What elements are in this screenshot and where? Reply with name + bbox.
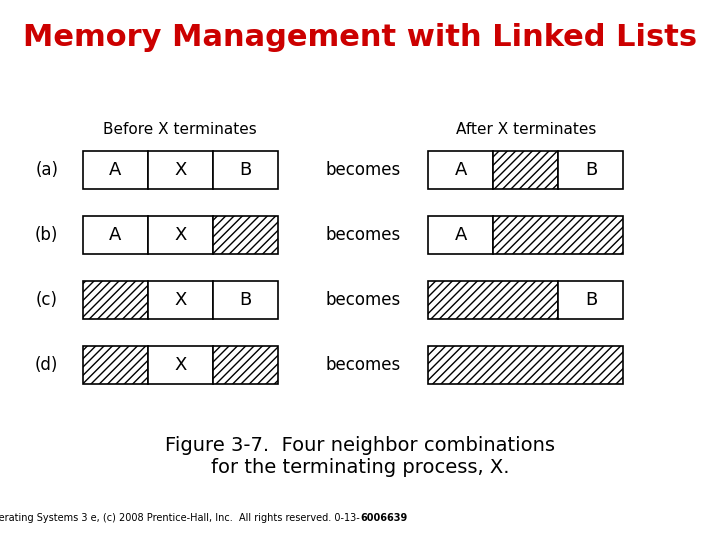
Text: After X terminates: After X terminates bbox=[456, 122, 596, 137]
Bar bbox=[148, 281, 213, 319]
Bar bbox=[493, 151, 559, 189]
Bar bbox=[213, 281, 278, 319]
Text: X: X bbox=[174, 355, 186, 374]
Bar bbox=[148, 151, 213, 189]
Text: becomes: becomes bbox=[326, 226, 401, 244]
Text: B: B bbox=[239, 161, 251, 179]
Text: B: B bbox=[239, 291, 251, 309]
Text: A: A bbox=[455, 161, 467, 179]
Bar bbox=[83, 151, 148, 189]
Bar bbox=[559, 281, 624, 319]
Text: B: B bbox=[585, 291, 597, 309]
Text: Memory Management with Linked Lists: Memory Management with Linked Lists bbox=[23, 23, 697, 52]
Text: (d): (d) bbox=[35, 355, 58, 374]
Text: A: A bbox=[109, 226, 122, 244]
Bar bbox=[213, 346, 278, 383]
Bar bbox=[428, 216, 493, 254]
Bar bbox=[213, 151, 278, 189]
Text: becomes: becomes bbox=[326, 355, 401, 374]
Text: Before X terminates: Before X terminates bbox=[104, 122, 257, 137]
Bar bbox=[428, 151, 493, 189]
Text: (b): (b) bbox=[35, 226, 58, 244]
Text: (a): (a) bbox=[35, 161, 58, 179]
Text: becomes: becomes bbox=[326, 161, 401, 179]
Bar bbox=[493, 216, 624, 254]
Text: Figure 3-7.  Four neighbor combinations: Figure 3-7. Four neighbor combinations bbox=[165, 436, 555, 455]
Text: for the terminating process, X.: for the terminating process, X. bbox=[211, 457, 509, 477]
Text: A: A bbox=[109, 161, 122, 179]
Text: (c): (c) bbox=[36, 291, 58, 309]
Bar bbox=[428, 281, 559, 319]
Text: becomes: becomes bbox=[326, 291, 401, 309]
Bar bbox=[83, 281, 148, 319]
Text: X: X bbox=[174, 161, 186, 179]
Bar bbox=[148, 346, 213, 383]
Bar bbox=[83, 216, 148, 254]
Bar bbox=[148, 216, 213, 254]
Text: X: X bbox=[174, 291, 186, 309]
Text: Tanenbaum, Modern Operating Systems 3 e, (c) 2008 Prentice-Hall, Inc.  All right: Tanenbaum, Modern Operating Systems 3 e,… bbox=[0, 514, 360, 523]
Bar bbox=[83, 346, 148, 383]
Bar bbox=[559, 151, 624, 189]
Text: B: B bbox=[585, 161, 597, 179]
Text: X: X bbox=[174, 226, 186, 244]
Text: A: A bbox=[455, 226, 467, 244]
Bar bbox=[213, 216, 278, 254]
Text: 6006639: 6006639 bbox=[360, 514, 408, 523]
Bar bbox=[428, 346, 624, 383]
